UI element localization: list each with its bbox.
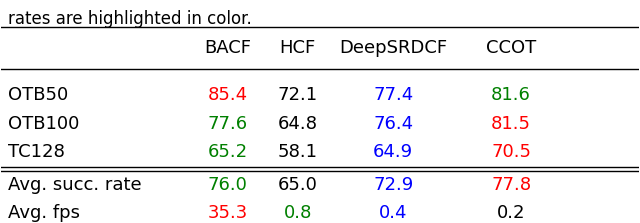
Text: 70.5: 70.5 [491,143,531,161]
Text: 65.0: 65.0 [278,176,317,194]
Text: HCF: HCF [280,39,316,57]
Text: 77.8: 77.8 [491,176,531,194]
Text: Avg. fps: Avg. fps [8,204,80,222]
Text: 0.2: 0.2 [497,204,525,222]
Text: 0.8: 0.8 [284,204,312,222]
Text: 64.9: 64.9 [373,143,413,161]
Text: 81.5: 81.5 [491,115,531,133]
Text: BACF: BACF [204,39,251,57]
Text: 72.1: 72.1 [278,86,317,104]
Text: DeepSRDCF: DeepSRDCF [339,39,447,57]
Text: OTB100: OTB100 [8,115,79,133]
Text: 58.1: 58.1 [278,143,317,161]
Text: OTB50: OTB50 [8,86,68,104]
Text: 77.6: 77.6 [207,115,248,133]
Text: 0.4: 0.4 [379,204,408,222]
Text: TC128: TC128 [8,143,65,161]
Text: 77.4: 77.4 [373,86,413,104]
Text: rates are highlighted in color.: rates are highlighted in color. [8,10,252,28]
Text: 85.4: 85.4 [207,86,248,104]
Text: CCOT: CCOT [486,39,536,57]
Text: 64.8: 64.8 [278,115,317,133]
Text: 81.6: 81.6 [492,86,531,104]
Text: 76.0: 76.0 [207,176,248,194]
Text: 65.2: 65.2 [207,143,248,161]
Text: 72.9: 72.9 [373,176,413,194]
Text: 35.3: 35.3 [207,204,248,222]
Text: 76.4: 76.4 [373,115,413,133]
Text: Avg. succ. rate: Avg. succ. rate [8,176,141,194]
